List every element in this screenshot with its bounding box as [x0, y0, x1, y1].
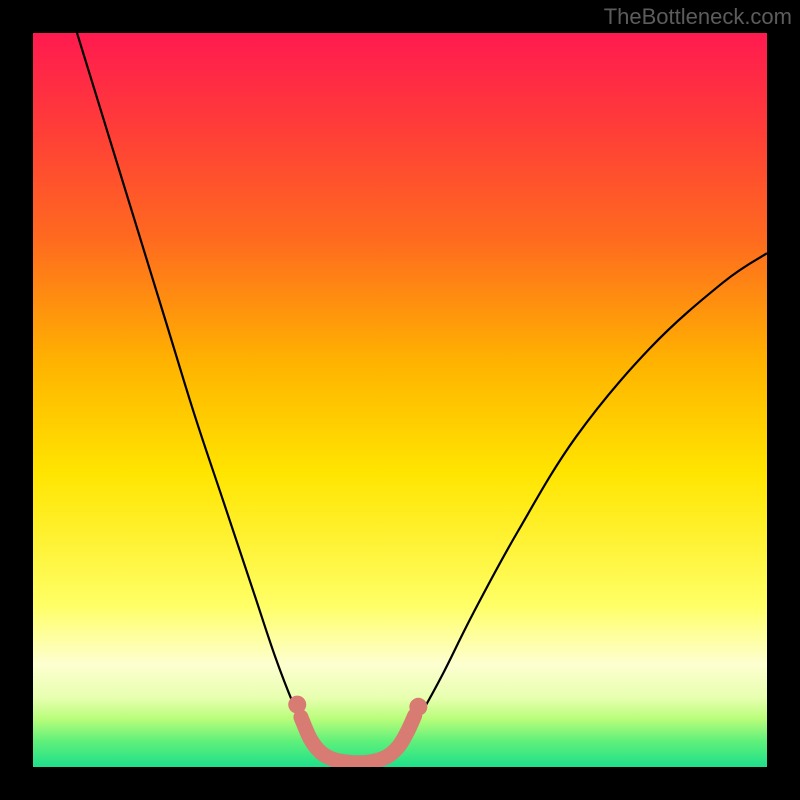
gradient-background: [33, 33, 767, 767]
watermark-text: TheBottleneck.com: [604, 4, 792, 30]
bottleneck-chart: [0, 0, 800, 800]
